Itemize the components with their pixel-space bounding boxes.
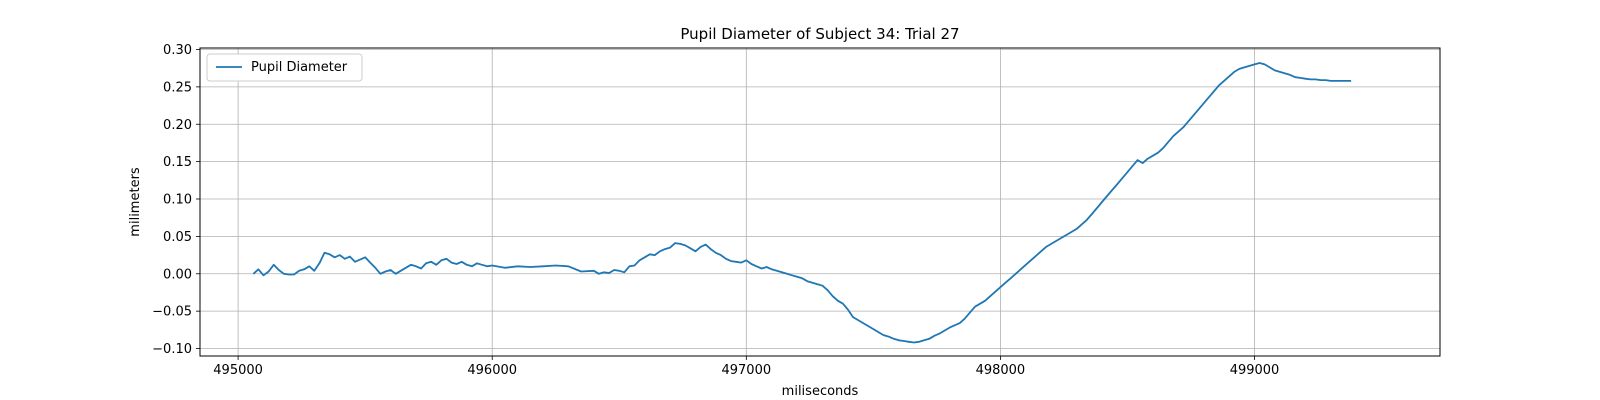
y-tick-label: 0.05 bbox=[163, 230, 192, 245]
x-tick-label: 499000 bbox=[1230, 363, 1280, 378]
x-tick-label: 496000 bbox=[467, 363, 517, 378]
x-tick-label: 495000 bbox=[213, 363, 263, 378]
legend: Pupil Diameter bbox=[206, 53, 363, 82]
y-tick-label: 0.00 bbox=[163, 267, 192, 282]
y-tick-label: −0.10 bbox=[152, 342, 192, 357]
y-tick-label: −0.05 bbox=[152, 305, 192, 320]
chart-title: Pupil Diameter of Subject 34: Trial 27 bbox=[680, 25, 959, 43]
series-group bbox=[252, 62, 1352, 344]
x-axis-label: miliseconds bbox=[782, 384, 859, 399]
y-tick-label: 0.25 bbox=[163, 80, 192, 95]
y-tick-label: 0.30 bbox=[163, 43, 192, 58]
y-axis-label: milimeters bbox=[128, 167, 143, 237]
plot-frame bbox=[199, 47, 1441, 357]
x-axis: 495000 496000 497000 498000 499000 bbox=[213, 356, 1279, 378]
legend-box bbox=[206, 53, 363, 82]
x-tick-label: 497000 bbox=[721, 363, 771, 378]
legend-label: Pupil Diameter bbox=[251, 60, 348, 75]
y-tick-label: 0.10 bbox=[163, 193, 192, 208]
grid bbox=[200, 48, 1440, 356]
series-line-pupil-diameter bbox=[252, 62, 1352, 344]
y-tick-label: 0.20 bbox=[163, 118, 192, 133]
y-tick-label: 0.15 bbox=[163, 155, 192, 170]
y-axis: −0.10 −0.05 0.00 0.05 0.10 0.15 0.20 0.25 0.30 bbox=[152, 43, 200, 357]
x-tick-label: 498000 bbox=[976, 363, 1026, 378]
